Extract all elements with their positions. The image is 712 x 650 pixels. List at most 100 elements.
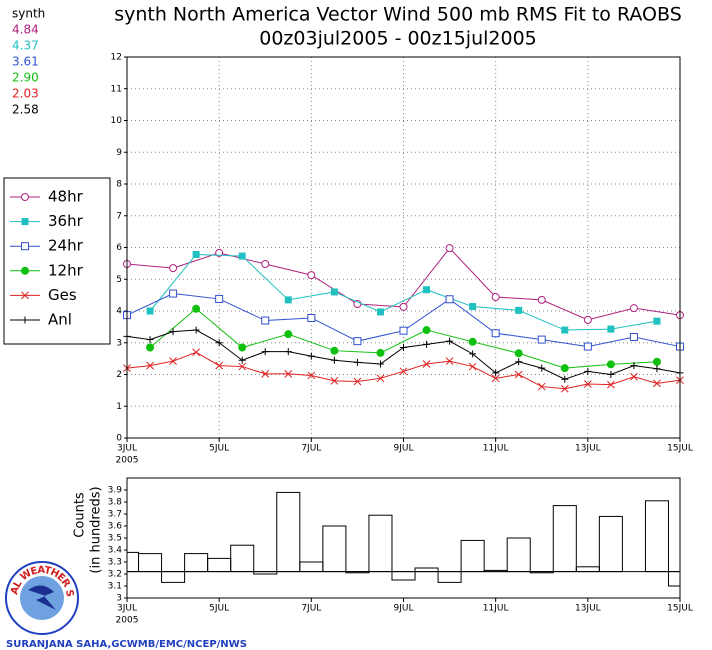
y-tick-label: 3.6: [108, 522, 123, 532]
marker: [491, 329, 500, 338]
marker-shape: [215, 339, 223, 347]
series-line: [149, 253, 658, 331]
marker-shape: [238, 362, 247, 371]
marker: [607, 325, 615, 333]
marker-shape: [629, 304, 638, 313]
marker-shape: [537, 335, 546, 344]
x-tick-label: 13JUL: [575, 604, 601, 614]
y-tick-label: 7: [116, 211, 122, 221]
marker: [537, 295, 546, 304]
marker-shape: [146, 336, 154, 344]
series-line: [149, 308, 657, 369]
marker: [307, 352, 315, 360]
marker-shape: [21, 218, 29, 226]
marker: [215, 339, 223, 347]
marker-shape: [561, 375, 569, 383]
x-tick-label: 7JUL: [301, 444, 321, 454]
marker-shape: [238, 343, 247, 352]
marker-shape: [330, 346, 339, 355]
marker: [330, 288, 338, 296]
marker: [192, 348, 200, 357]
marker: [445, 357, 454, 366]
marker-shape: [606, 360, 615, 369]
x-tick-label: 11JUL: [483, 444, 509, 454]
marker: [21, 316, 29, 324]
marker: [330, 356, 338, 364]
stats-value: 4.37: [12, 39, 39, 53]
marker: [399, 326, 408, 335]
credit: SURANJANA SAHA,GCWMB/EMC/NCEP/NWS: [6, 639, 247, 650]
stats-value: 4.84: [12, 23, 39, 37]
marker-shape: [583, 342, 592, 351]
marker-shape: [169, 357, 177, 366]
marker: [238, 343, 247, 352]
marker-shape: [653, 317, 661, 325]
legend-label: 48hr: [48, 188, 84, 206]
marker-shape: [630, 362, 638, 370]
marker: [192, 326, 200, 334]
marker: [653, 379, 661, 388]
x-tick-label: 3JUL: [117, 444, 137, 454]
marker-shape: [284, 296, 292, 304]
marker-shape: [399, 367, 408, 376]
marker: [491, 293, 500, 302]
marker-shape: [629, 333, 638, 342]
x-year-label: 2005: [116, 456, 139, 466]
marker-shape: [630, 372, 638, 381]
marker: [307, 371, 316, 380]
marker: [653, 365, 661, 373]
y-tick-label: 5: [116, 275, 122, 285]
marker-shape: [169, 289, 178, 298]
marker-shape: [261, 348, 269, 356]
marker: [652, 357, 661, 366]
marker: [330, 346, 339, 355]
x-tick-label: 5JUL: [209, 444, 229, 454]
marker-shape: [330, 356, 338, 364]
marker: [215, 294, 224, 303]
marker: [21, 266, 29, 275]
x-tick-label: 7JUL: [301, 604, 321, 614]
marker-shape: [491, 329, 500, 338]
marker-shape: [446, 337, 454, 345]
marker: [629, 304, 638, 313]
marker-shape: [468, 337, 477, 346]
marker: [446, 337, 454, 345]
marker-shape: [607, 380, 615, 389]
marker-shape: [307, 371, 316, 380]
marker: [261, 348, 269, 356]
marker-shape: [538, 364, 546, 372]
stats-value: 2.58: [12, 103, 39, 117]
marker-shape: [215, 294, 224, 303]
marker: [653, 317, 661, 325]
marker: [261, 370, 270, 378]
marker: [561, 326, 569, 334]
logo-bolt: [28, 585, 56, 610]
marker-shape: [422, 360, 431, 368]
marker: [284, 370, 293, 378]
marker-shape: [469, 350, 477, 358]
y-axis-label: Counts: [73, 492, 88, 538]
marker: [376, 308, 384, 316]
marker: [192, 304, 201, 313]
marker-shape: [445, 244, 454, 253]
marker: [537, 382, 546, 391]
marker: [192, 250, 200, 258]
marker-shape: [215, 248, 224, 257]
marker: [146, 336, 154, 344]
x-tick-label: 5JUL: [209, 604, 229, 614]
marker-shape: [330, 376, 339, 385]
marker-shape: [169, 328, 177, 336]
marker: [238, 356, 246, 364]
marker: [399, 302, 408, 311]
marker: [492, 369, 500, 377]
marker-shape: [21, 291, 29, 300]
marker: [538, 364, 546, 372]
y-axis-label-units: (in hundreds): [89, 486, 104, 573]
marker: [469, 350, 477, 358]
marker: [583, 342, 592, 351]
marker: [445, 244, 454, 253]
y-tick-label: 3.5: [108, 534, 122, 544]
marker-shape: [469, 303, 477, 311]
marker-shape: [468, 362, 477, 371]
marker-shape: [560, 384, 569, 393]
